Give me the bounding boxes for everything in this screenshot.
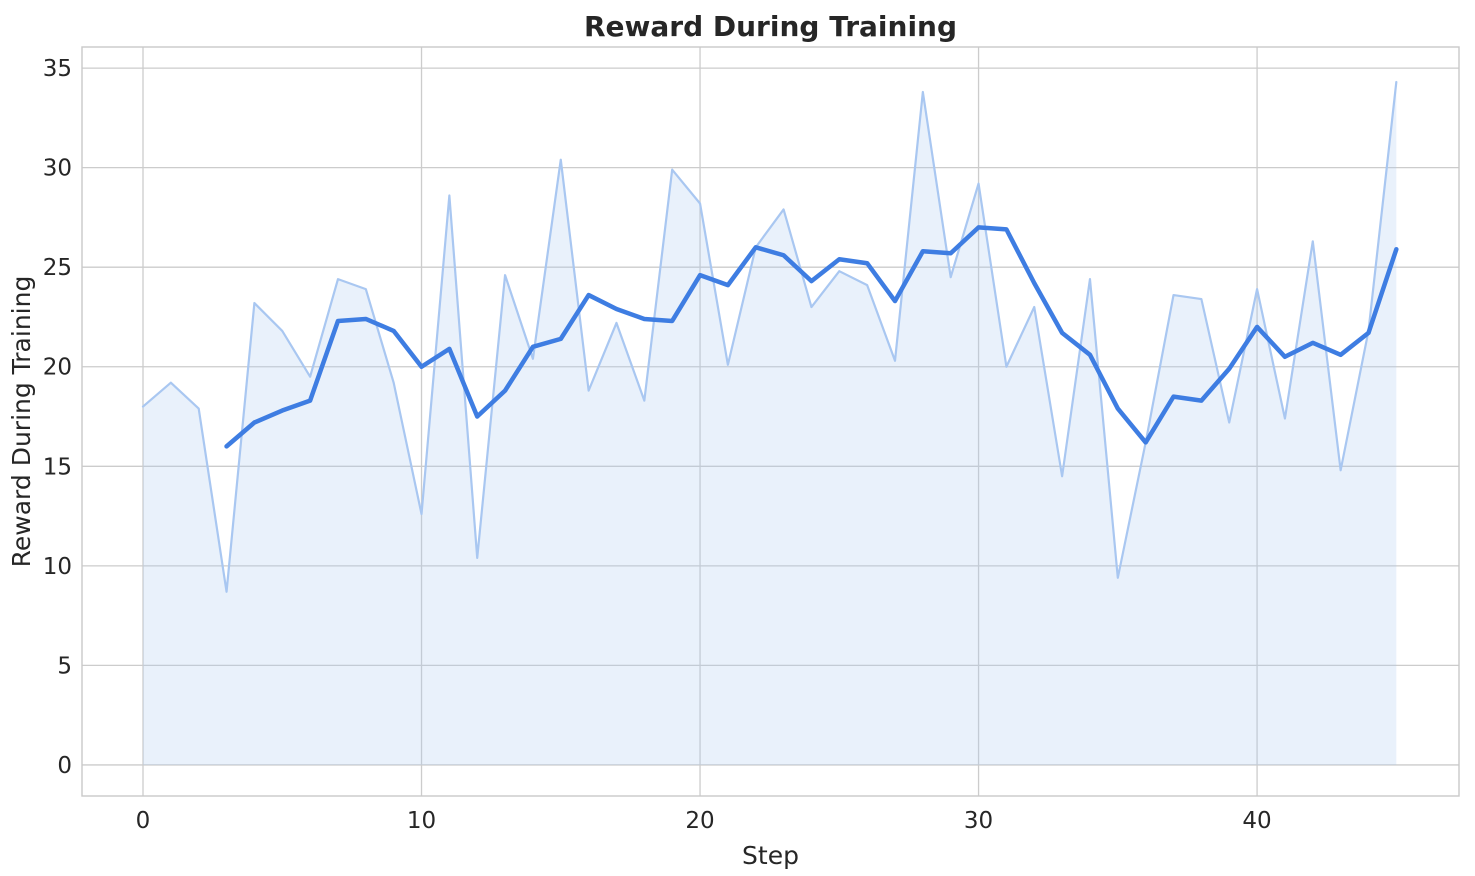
- raw-series-line: [141, 80, 1398, 593]
- chart-title: Reward During Training: [584, 10, 957, 43]
- x-tick-label: 0: [136, 808, 151, 834]
- x-tick-label: 10: [407, 808, 436, 834]
- y-tick-label: 30: [43, 156, 72, 182]
- y-axis-label: Reward During Training: [7, 276, 36, 568]
- y-tick-label: 0: [57, 753, 72, 779]
- x-tick-label: 30: [964, 808, 993, 834]
- x-tick-labels: 0 10 20 30 40: [136, 808, 1272, 834]
- y-tick-label: 10: [43, 554, 72, 580]
- x-axis-label: Step: [742, 841, 799, 870]
- series-layer: [141, 80, 1399, 765]
- y-tick-labels: 0 5 10 15 20 25 30 35: [43, 56, 72, 779]
- smoothed-series-line: [224, 225, 1399, 449]
- y-tick-label: 35: [43, 56, 72, 82]
- raw-series-area: [143, 82, 1397, 765]
- plot-border: [81, 46, 1460, 797]
- y-tick-label: 20: [43, 355, 72, 381]
- y-tick-label: 5: [57, 653, 72, 679]
- y-tick-label: 25: [43, 255, 72, 281]
- x-tick-label: 40: [1242, 808, 1271, 834]
- x-tick-label: 20: [685, 808, 714, 834]
- y-tick-label: 15: [43, 454, 72, 480]
